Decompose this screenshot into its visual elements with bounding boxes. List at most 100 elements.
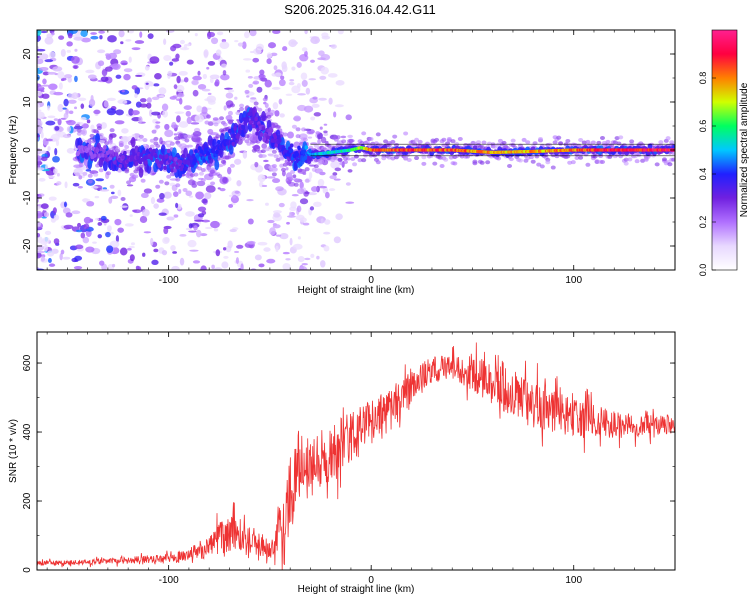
heatmap-noise-blob bbox=[215, 49, 222, 56]
heatmap-noise-blob bbox=[83, 216, 92, 224]
heatmap-noise-blob bbox=[307, 192, 318, 196]
heatmap-noise-blob bbox=[278, 98, 283, 105]
heatmap-noise-blob bbox=[308, 78, 317, 81]
heatmap-halo-blob bbox=[149, 138, 155, 143]
heatmap-noise-blob bbox=[178, 70, 188, 76]
heatmap-noise-blob bbox=[175, 98, 182, 102]
heatmap-noise-blob bbox=[110, 191, 115, 195]
heatmap-noise-blob bbox=[286, 221, 290, 225]
heatmap-noise-blob bbox=[114, 218, 122, 226]
heatmap-halo-blob bbox=[507, 163, 513, 168]
heatmap-noise-blob bbox=[151, 96, 160, 101]
heatmap-noise-blob bbox=[178, 121, 189, 128]
heatmap-noise-blob bbox=[110, 195, 119, 199]
heatmap-noise-blob bbox=[288, 211, 293, 218]
heatmap-halo-blob bbox=[224, 155, 230, 160]
heatmap-noise-blob bbox=[106, 245, 114, 254]
heatmap-ridge-blob bbox=[228, 144, 234, 155]
heatmap-noise-blob bbox=[37, 221, 42, 227]
heatmap-noise-blob bbox=[166, 30, 175, 33]
heatmap-noise-blob bbox=[188, 230, 197, 233]
heatmap-noise-blob bbox=[134, 74, 143, 77]
x-tick-label: 0 bbox=[368, 575, 374, 586]
heatmap-halo-blob bbox=[270, 109, 276, 114]
heatmap-noise-blob bbox=[297, 255, 305, 263]
heatmap-ridge-blob bbox=[172, 147, 177, 158]
heatmap-ridge-core bbox=[273, 134, 278, 140]
heatmap-noise-blob bbox=[272, 224, 281, 229]
heatmap-noise-blob bbox=[154, 73, 162, 80]
heatmap-halo-blob bbox=[166, 143, 172, 148]
heatmap-noise-blob bbox=[330, 44, 337, 49]
heatmap-noise-blob bbox=[190, 122, 200, 125]
heatmap-noise-blob bbox=[252, 57, 260, 63]
heatmap-noise-blob bbox=[141, 209, 150, 217]
heatmap-ridge-core bbox=[95, 148, 100, 153]
heatmap-noise-blob bbox=[272, 30, 281, 35]
heatmap-halo-blob bbox=[570, 160, 576, 165]
heatmap-noise-blob bbox=[220, 73, 230, 81]
heatmap-halo-blob bbox=[538, 136, 544, 141]
heatmap-halo-blob bbox=[175, 183, 181, 188]
heatmap-ridge-core bbox=[246, 118, 250, 123]
snr-ticks: -100 0 100 0 200 400 600 bbox=[22, 332, 676, 586]
heatmap-noise-blob bbox=[311, 103, 320, 108]
heatmap-halo-blob bbox=[481, 140, 487, 145]
x-tick-label: -100 bbox=[159, 275, 179, 286]
heatmap-noise-blob bbox=[300, 72, 308, 80]
heatmap-noise-blob bbox=[74, 48, 78, 52]
heatmap-halo-blob bbox=[197, 137, 203, 142]
heatmap-halo-blob bbox=[75, 172, 81, 177]
heatmap-noise-blob bbox=[207, 61, 216, 66]
heatmap-halo-blob bbox=[341, 139, 347, 144]
heatmap-noise-blob bbox=[137, 266, 142, 270]
heatmap-noise-blob bbox=[153, 83, 160, 87]
heatmap-halo-blob bbox=[485, 160, 491, 165]
heatmap-halo-blob bbox=[155, 143, 161, 148]
heatmap-halo-blob bbox=[257, 107, 263, 112]
heatmap-noise-blob bbox=[183, 77, 189, 83]
heatmap-halo-blob bbox=[271, 163, 277, 168]
heatmap-noise-blob bbox=[44, 59, 54, 63]
snr-series-line bbox=[37, 342, 675, 570]
heatmap-noise-blob bbox=[92, 241, 97, 244]
heatmap-halo-blob bbox=[271, 172, 277, 177]
heatmap-noise-blob bbox=[173, 214, 179, 218]
heatmap-noise-blob bbox=[223, 255, 229, 259]
heatmap-noise-blob bbox=[57, 104, 64, 113]
heatmap-noise-blob bbox=[85, 169, 92, 172]
spectrogram-xlabel: Height of straight line (km) bbox=[298, 285, 415, 296]
heatmap-halo-blob bbox=[290, 169, 296, 174]
heatmap-noise-blob bbox=[111, 63, 121, 70]
heatmap-halo-blob bbox=[280, 167, 286, 172]
heatmap-noise-blob bbox=[202, 73, 208, 79]
heatmap-noise-blob bbox=[212, 117, 219, 121]
heatmap-noise-blob bbox=[319, 75, 327, 80]
heatmap-ridge-core bbox=[205, 156, 209, 161]
heatmap-halo-blob bbox=[120, 196, 126, 201]
heatmap-noise-blob bbox=[60, 249, 65, 255]
heatmap-noise-blob bbox=[236, 244, 244, 249]
heatmap-noise-blob bbox=[271, 86, 281, 90]
heatmap-ridge-core bbox=[170, 168, 175, 173]
heatmap-ridge-core bbox=[207, 155, 212, 161]
heatmap-noise-blob bbox=[147, 33, 154, 39]
heatmap-noise-blob bbox=[48, 51, 56, 59]
y-tick-label: 20 bbox=[22, 48, 33, 60]
heatmap-noise-blob bbox=[47, 250, 55, 257]
heatmap-ridge-core bbox=[303, 155, 308, 160]
heatmap-noise-blob bbox=[128, 245, 135, 249]
heatmap-halo-blob bbox=[392, 134, 398, 139]
heatmap-noise-blob bbox=[297, 93, 306, 96]
heatmap-ridge-core bbox=[216, 139, 221, 145]
heatmap-noise-blob bbox=[37, 56, 40, 59]
heatmap-halo-blob bbox=[539, 164, 545, 169]
heatmap-noise-blob bbox=[37, 30, 42, 36]
heatmap-noise-blob bbox=[290, 201, 297, 209]
heatmap-halo-blob bbox=[286, 180, 292, 185]
heatmap-noise-blob bbox=[119, 205, 128, 208]
heatmap-noise-blob bbox=[163, 191, 172, 199]
heatmap-noise-blob bbox=[124, 223, 134, 227]
heatmap-ridge-blob bbox=[102, 160, 108, 172]
heatmap-ridge-core bbox=[194, 149, 198, 154]
